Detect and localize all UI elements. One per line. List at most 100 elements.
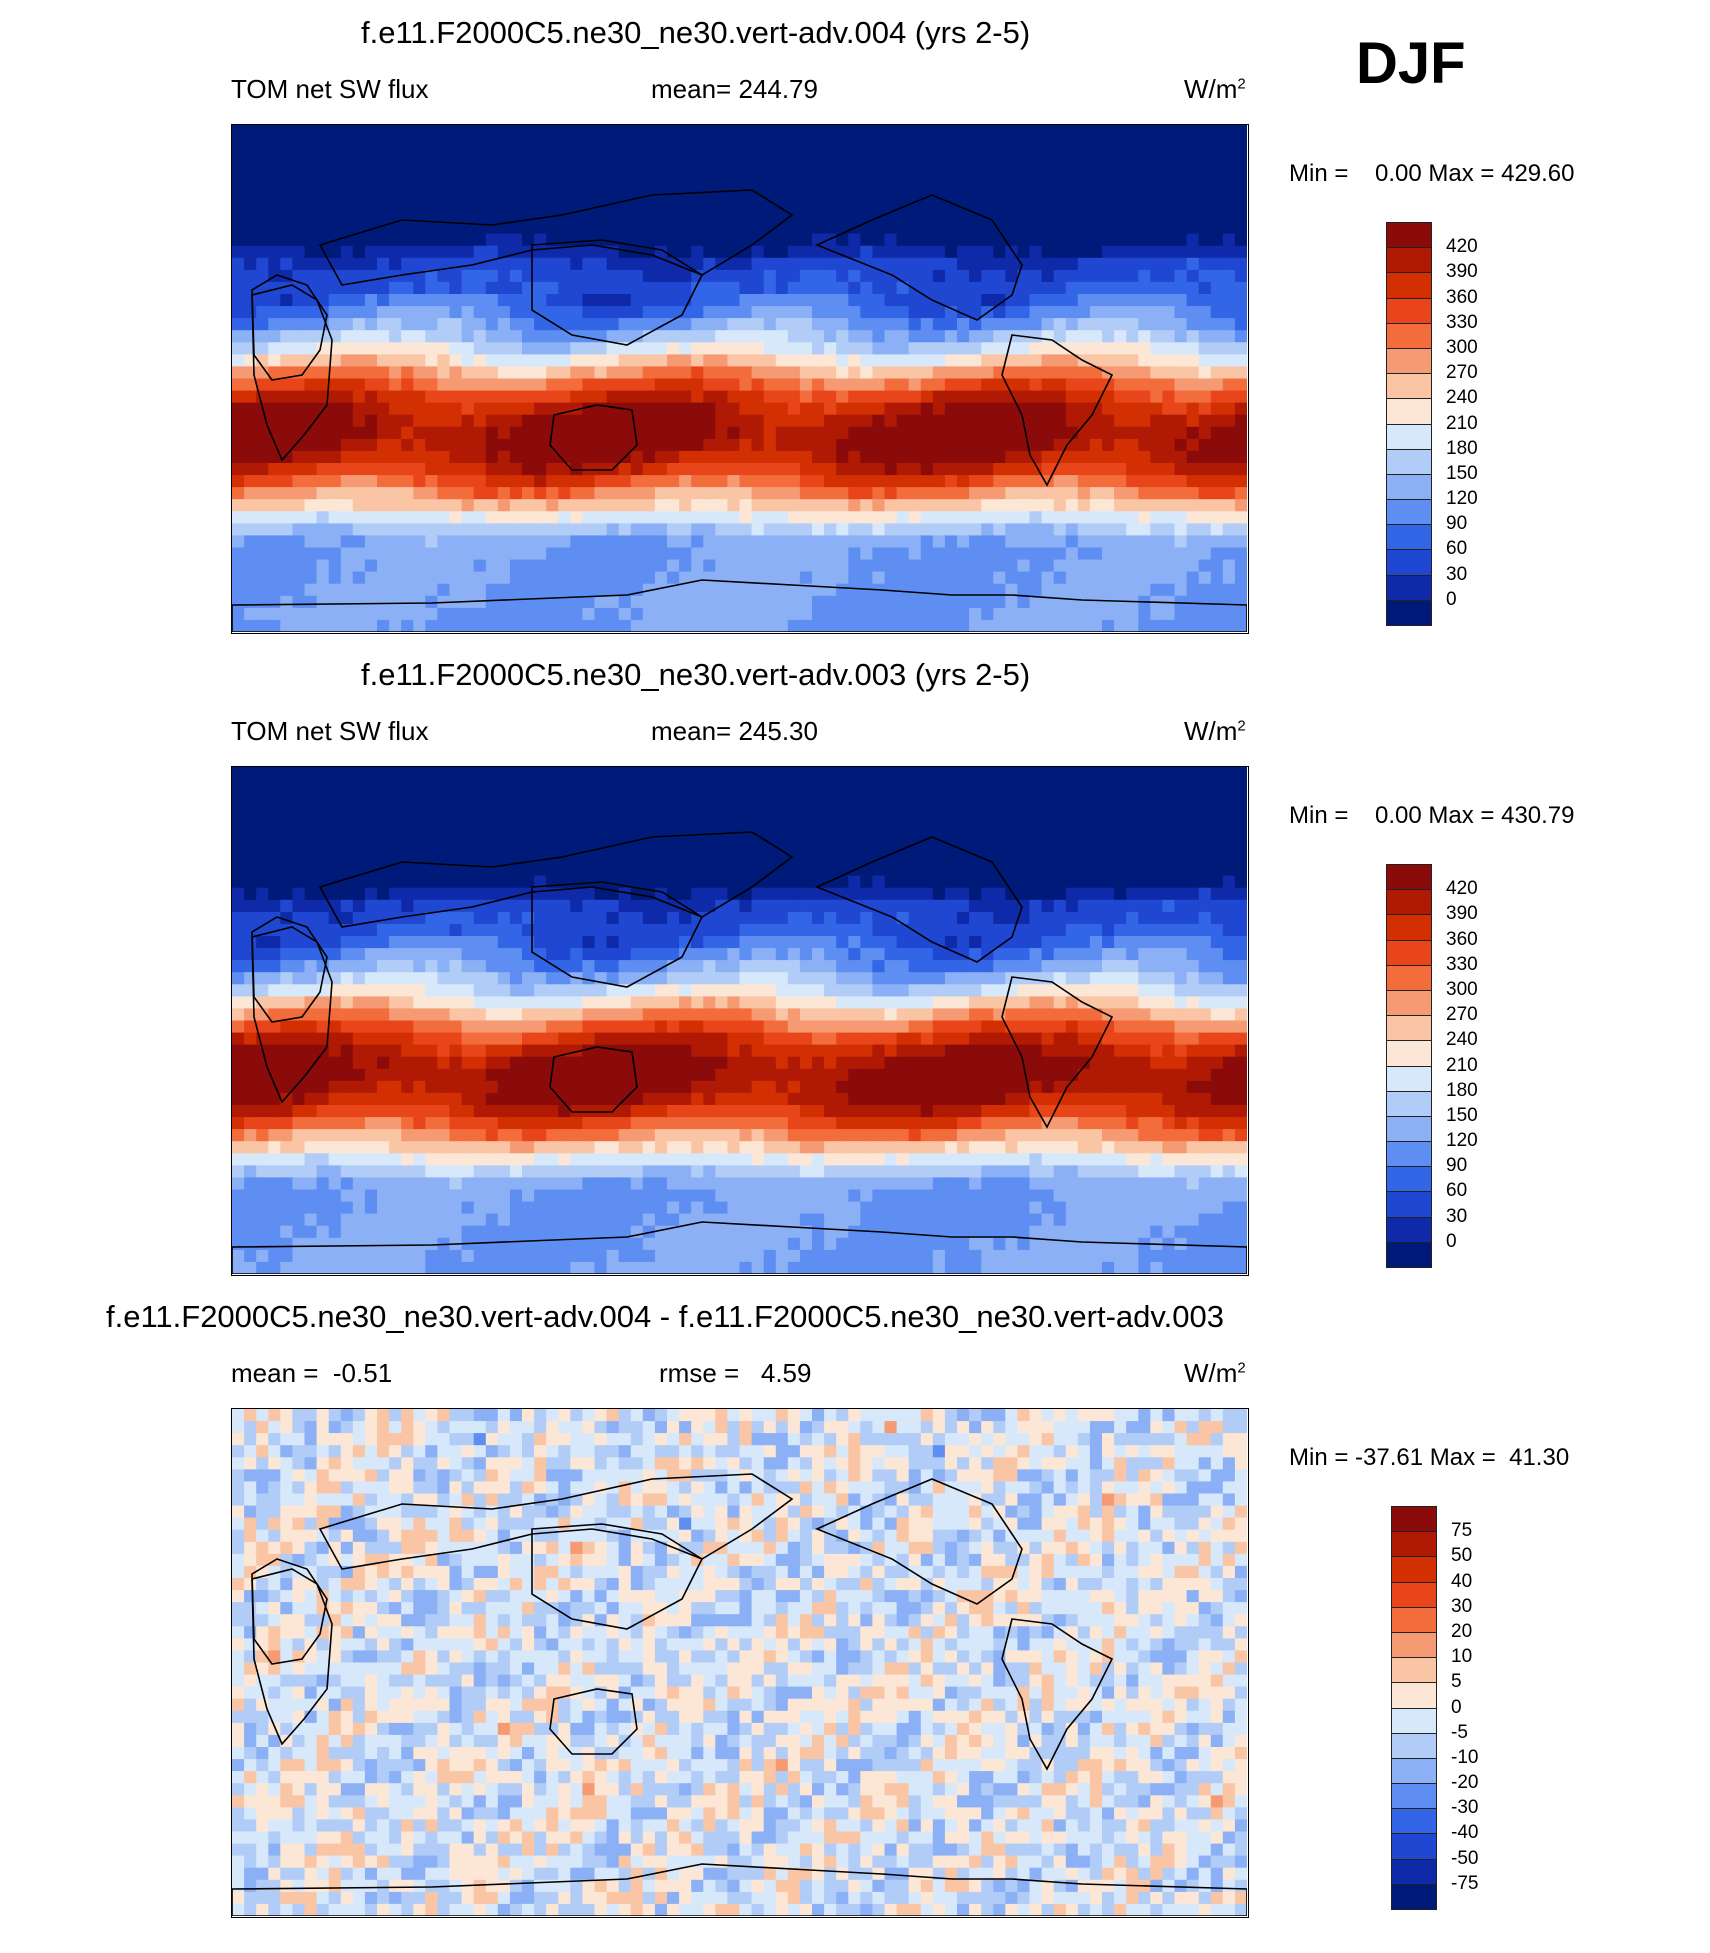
field-cell [1102, 354, 1115, 368]
field-cell [244, 583, 257, 597]
field-cell [582, 125, 596, 138]
field-cell [340, 245, 354, 259]
field-cell [461, 899, 475, 913]
field-cell [292, 595, 306, 609]
field-cell [1077, 342, 1091, 355]
field-cell [896, 779, 910, 792]
field-cell [908, 887, 922, 901]
field-cell [1174, 571, 1188, 585]
field-cell [787, 923, 801, 937]
field-cell [654, 607, 668, 621]
colorbar-swatch [1386, 322, 1432, 349]
field-cell [679, 318, 692, 331]
field-cell [1162, 535, 1176, 549]
field-cell [594, 815, 608, 828]
field-cell [642, 378, 656, 392]
field-cell [896, 426, 910, 440]
field-cell [244, 875, 257, 889]
field-cell [509, 899, 523, 913]
field-cell [1114, 779, 1127, 792]
field-cell [473, 475, 487, 488]
field-cell [546, 523, 559, 537]
field-cell [884, 137, 898, 150]
field-cell [364, 923, 378, 937]
colorbar-tick-label: 420 [1446, 236, 1478, 258]
field-cell [473, 839, 487, 853]
field-cell [1162, 149, 1176, 162]
field-cell [244, 414, 257, 428]
field-cell [908, 791, 922, 804]
field-cell [473, 402, 487, 416]
field-cell [437, 209, 451, 223]
field-cell [497, 779, 511, 792]
field-cell [268, 499, 281, 512]
field-cell [473, 414, 487, 428]
field-cell [437, 619, 451, 632]
field-cell [715, 438, 728, 452]
field-cell [932, 863, 946, 877]
field-cell [582, 137, 596, 150]
field-cell [1102, 233, 1115, 247]
field-cell [1017, 960, 1031, 973]
field-cell [787, 137, 801, 150]
field-cell [558, 269, 571, 283]
field-cell [534, 779, 547, 792]
field-cell [340, 571, 354, 585]
field-cell [1222, 197, 1236, 211]
field-cell [654, 197, 668, 211]
field-cell [280, 803, 293, 816]
field-cell [1053, 767, 1067, 780]
field-cell [872, 149, 886, 162]
field-cell [304, 911, 318, 925]
field-cell [594, 911, 608, 925]
field-cell [908, 619, 922, 632]
field-cell [848, 294, 861, 307]
field-cell [1150, 875, 1163, 889]
field-cell [799, 875, 813, 889]
field-cell [364, 583, 378, 597]
field-cell [449, 791, 463, 804]
field-cell [799, 960, 813, 973]
field-cell [993, 911, 1006, 925]
field-cell [328, 161, 342, 174]
field-cell [739, 547, 753, 561]
field-cell [558, 245, 571, 259]
field-cell [1065, 125, 1079, 138]
field-cell [969, 827, 982, 841]
field-cell [824, 523, 837, 537]
field-cell [1126, 803, 1139, 816]
field-cell [256, 475, 269, 488]
field-cell [1005, 450, 1018, 464]
field-cell [473, 815, 487, 828]
field-cell [256, 511, 269, 524]
field-cell [304, 815, 318, 828]
field-cell [691, 851, 704, 865]
field-cell [1005, 607, 1018, 621]
field-cell [763, 269, 777, 283]
field-cell [1222, 475, 1236, 488]
field-cell [908, 402, 922, 416]
field-cell [268, 281, 281, 295]
field-cell [401, 911, 414, 925]
field-cell [497, 487, 511, 500]
field-cell [389, 366, 402, 380]
field-cell [280, 619, 293, 632]
field-cell [860, 960, 873, 973]
field-cell [461, 354, 475, 368]
field-cell [232, 245, 245, 259]
field-cell [437, 245, 451, 259]
field-cell [1029, 281, 1043, 295]
field-cell [1210, 899, 1224, 913]
field-cell [1029, 583, 1043, 597]
field-cell [377, 595, 390, 609]
field-cell [1174, 330, 1188, 343]
field-cell [1102, 161, 1115, 174]
field-cell [509, 803, 523, 816]
field-cell [570, 342, 583, 355]
field-cell [316, 887, 330, 901]
field-cell [654, 499, 668, 512]
field-cell [485, 499, 499, 512]
field-cell [1138, 791, 1151, 804]
field-cell [1162, 257, 1176, 271]
field-cell [1102, 185, 1115, 199]
